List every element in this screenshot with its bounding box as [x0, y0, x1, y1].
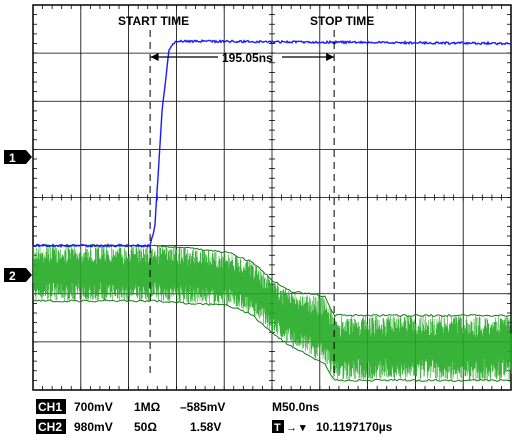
channel-1-marker-label: 1 — [9, 151, 16, 165]
interval-measurement — [150, 53, 335, 61]
channel-2-envelope-lower — [32, 299, 512, 382]
ch1-coupling: 1MΩ — [134, 400, 161, 414]
trigger-icon-label: T — [274, 422, 281, 434]
ch1-badge-label: CH1 — [38, 400, 62, 414]
readout-row-1: CH1 700mV 1MΩ –585mV M50.0ns — [36, 399, 320, 414]
ch1-offset: –585mV — [180, 400, 225, 414]
time-cursors — [149, 30, 335, 375]
channel-1-marker: 1 — [4, 150, 32, 165]
channel-2-marker: 2 — [4, 268, 32, 283]
interval-label: 195.05ns — [222, 51, 273, 65]
timebase: M50.0ns — [272, 400, 320, 414]
arrowhead-right-icon — [326, 53, 335, 61]
readout-row-2: CH2 980mV 50Ω 1.58V T → ▾ 10.1197170µs — [36, 419, 393, 434]
ch1-badge — [36, 399, 66, 414]
arrowhead-left-icon — [150, 53, 159, 61]
start-time-label: START TIME — [118, 14, 189, 28]
ch2-badge-label: CH2 — [38, 420, 62, 434]
ch1-scale: 700mV — [74, 400, 113, 414]
ch2-badge — [36, 419, 66, 434]
trigger-position: 10.1197170µs — [316, 420, 393, 434]
trigger-arrow-icon: → ▾ — [286, 422, 306, 434]
stop-time-label: STOP TIME — [310, 14, 374, 28]
channel-1-trace — [32, 39, 512, 249]
channel-2-marker-label: 2 — [9, 269, 16, 283]
channel-2-waveform — [32, 245, 512, 381]
ch2-scale: 980mV — [74, 420, 113, 434]
trigger-icon — [272, 420, 284, 433]
channel-2-trace — [32, 244, 512, 382]
ch2-offset: 1.58V — [190, 420, 221, 434]
ch2-coupling: 50Ω — [134, 420, 157, 434]
channel-1-waveform — [32, 39, 512, 249]
